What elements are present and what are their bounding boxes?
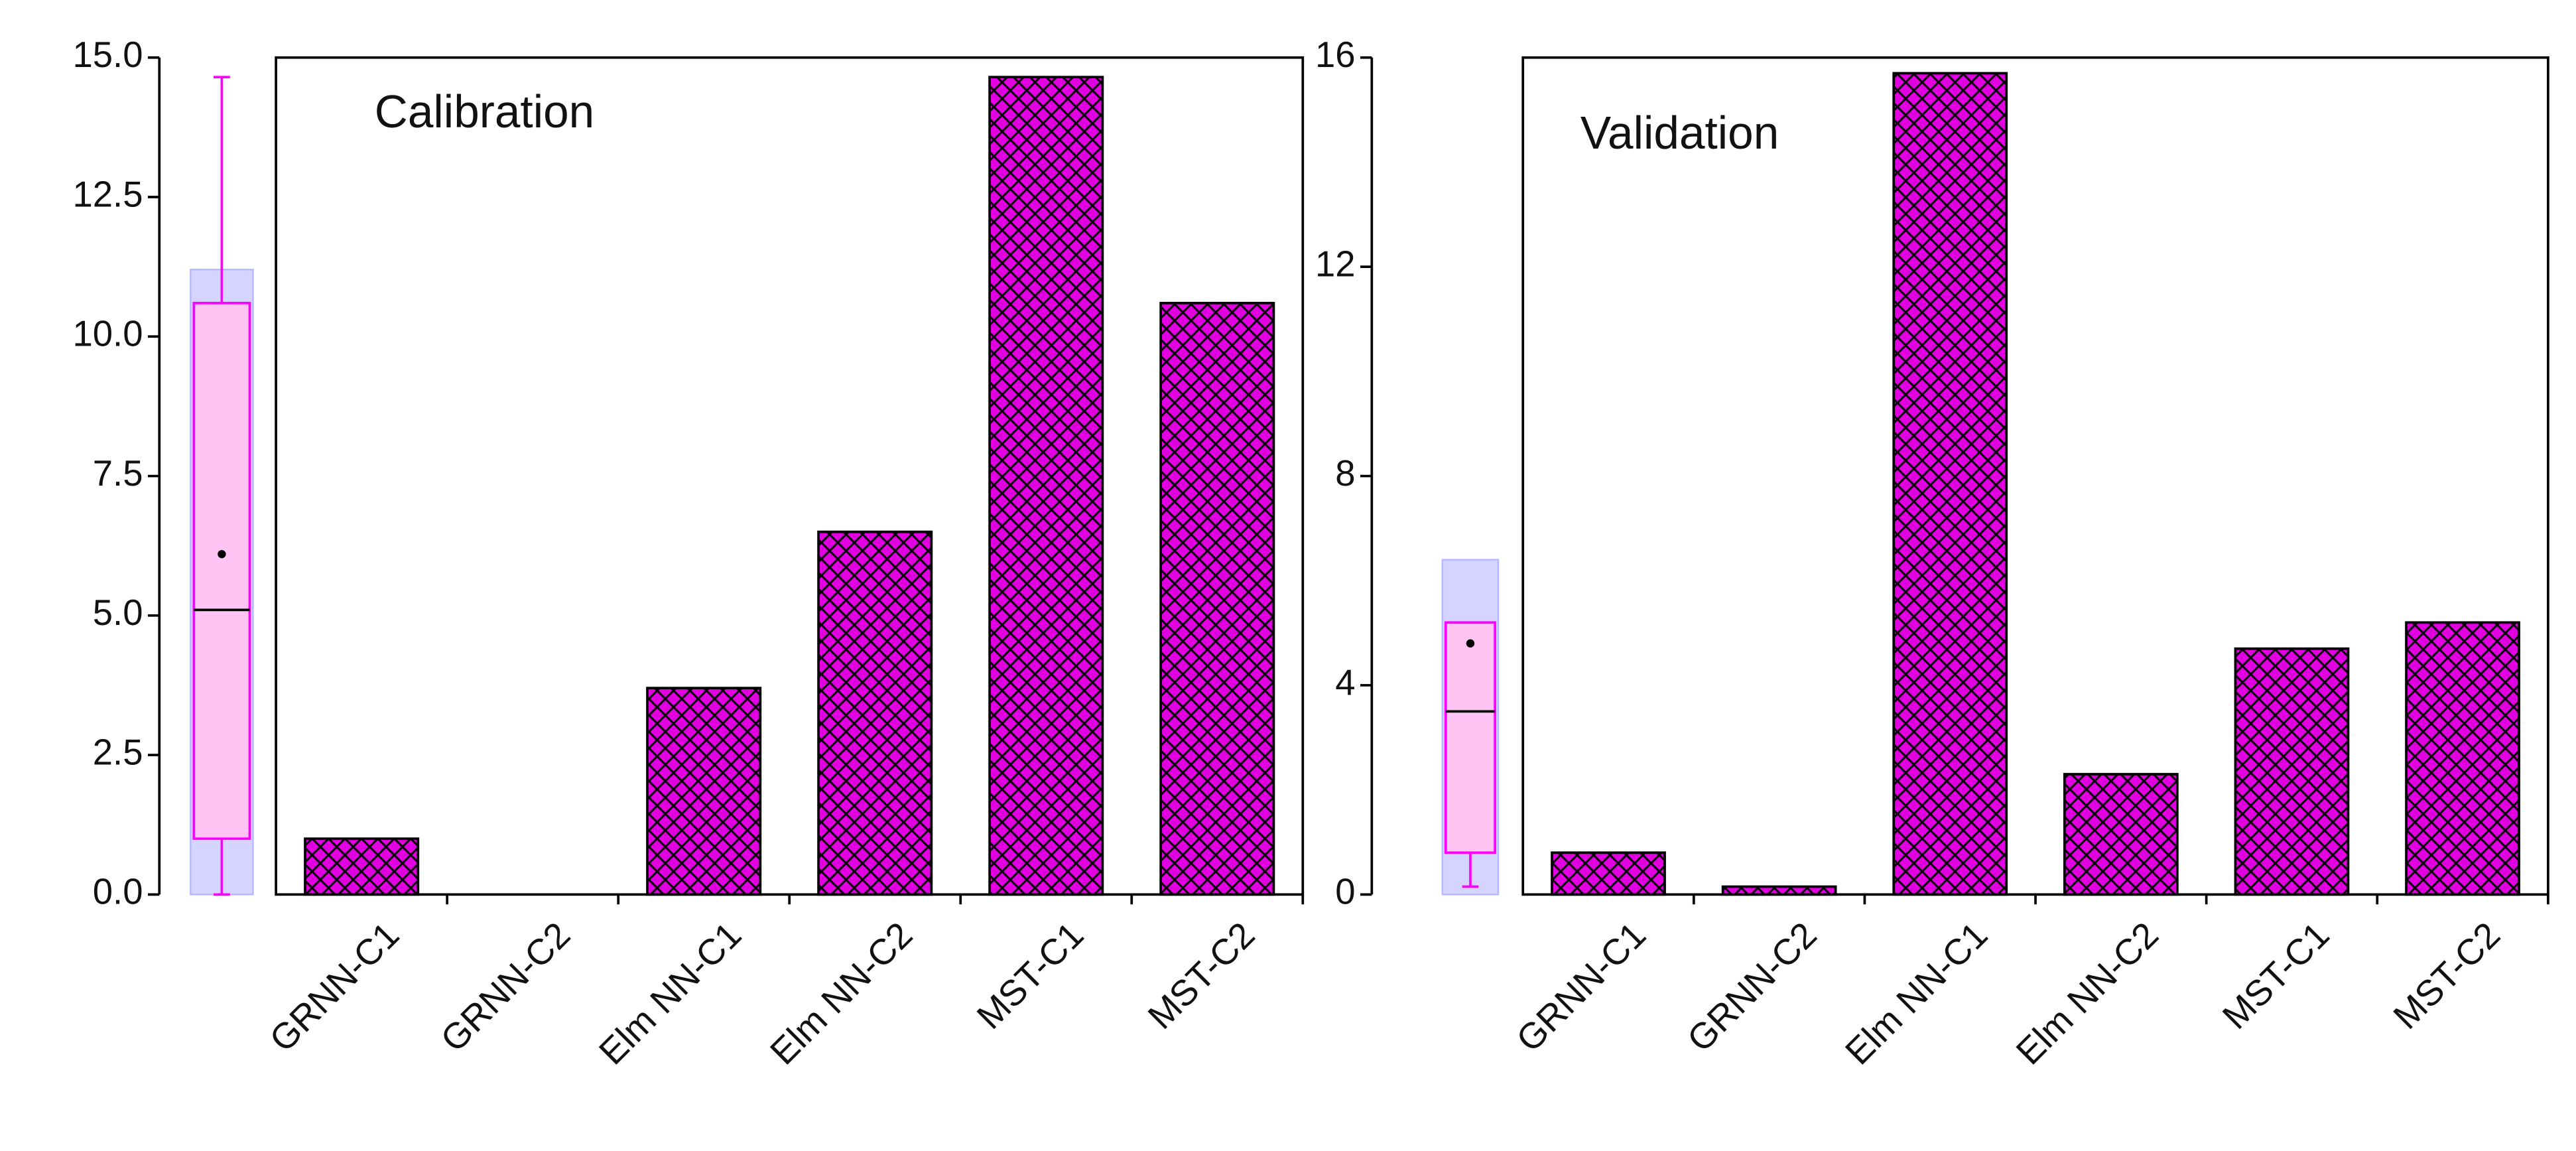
- x-tick-label: MST-C1: [2215, 914, 2337, 1037]
- x-tick-label: GRNN-C1: [1509, 914, 1654, 1059]
- bar: [1721, 885, 1837, 896]
- y-tick-label: 12.5: [72, 174, 143, 214]
- x-tick-label: Elm NN-C1: [1838, 914, 1996, 1072]
- bar: [2063, 773, 2179, 896]
- y-tick-label: 15.0: [72, 34, 143, 75]
- bar: [646, 687, 762, 896]
- x-tick-label: GRNN-C1: [262, 914, 407, 1059]
- plot-frame: [1521, 56, 2549, 896]
- mean: [218, 550, 226, 559]
- y-tick-label: 2.5: [93, 732, 143, 772]
- bar: [2405, 621, 2520, 896]
- y-tick-label: 16: [1315, 34, 1356, 75]
- x-tick-label: MST-C2: [1140, 914, 1262, 1037]
- y-tick-label: 0.0: [93, 872, 143, 912]
- y-tick-label: 8: [1335, 453, 1355, 494]
- bar: [1159, 301, 1275, 896]
- y-tick-label: 4: [1335, 662, 1355, 703]
- x-tick-label: MST-C2: [2386, 914, 2508, 1037]
- bar: [1892, 72, 2008, 896]
- bar: [2234, 647, 2350, 896]
- y-tick-label: 10.0: [72, 314, 143, 354]
- bar: [817, 530, 933, 896]
- x-tick-label: GRNN-C2: [1679, 914, 1825, 1059]
- x-tick-label: Elm NN-C2: [2008, 914, 2166, 1072]
- x-tick-label: Elm NN-C1: [592, 914, 749, 1072]
- chart-title: Validation: [1580, 107, 1779, 159]
- bar: [988, 76, 1104, 896]
- y-tick-label: 5.0: [93, 592, 143, 633]
- x-tick-label: Elm NN-C2: [763, 914, 921, 1072]
- mean: [1466, 639, 1475, 648]
- y-tick-label: 7.5: [93, 453, 143, 494]
- y-tick-label: 0: [1335, 872, 1355, 912]
- y-tick-label: 12: [1315, 244, 1356, 285]
- box: [1444, 621, 1496, 854]
- plot-frame: [275, 56, 1305, 896]
- x-tick-label: MST-C1: [969, 914, 1091, 1037]
- bar: [1551, 851, 1666, 896]
- bar: [304, 837, 420, 896]
- box: [192, 301, 251, 841]
- x-tick-label: GRNN-C2: [433, 914, 578, 1059]
- chart-title: Calibration: [375, 86, 594, 137]
